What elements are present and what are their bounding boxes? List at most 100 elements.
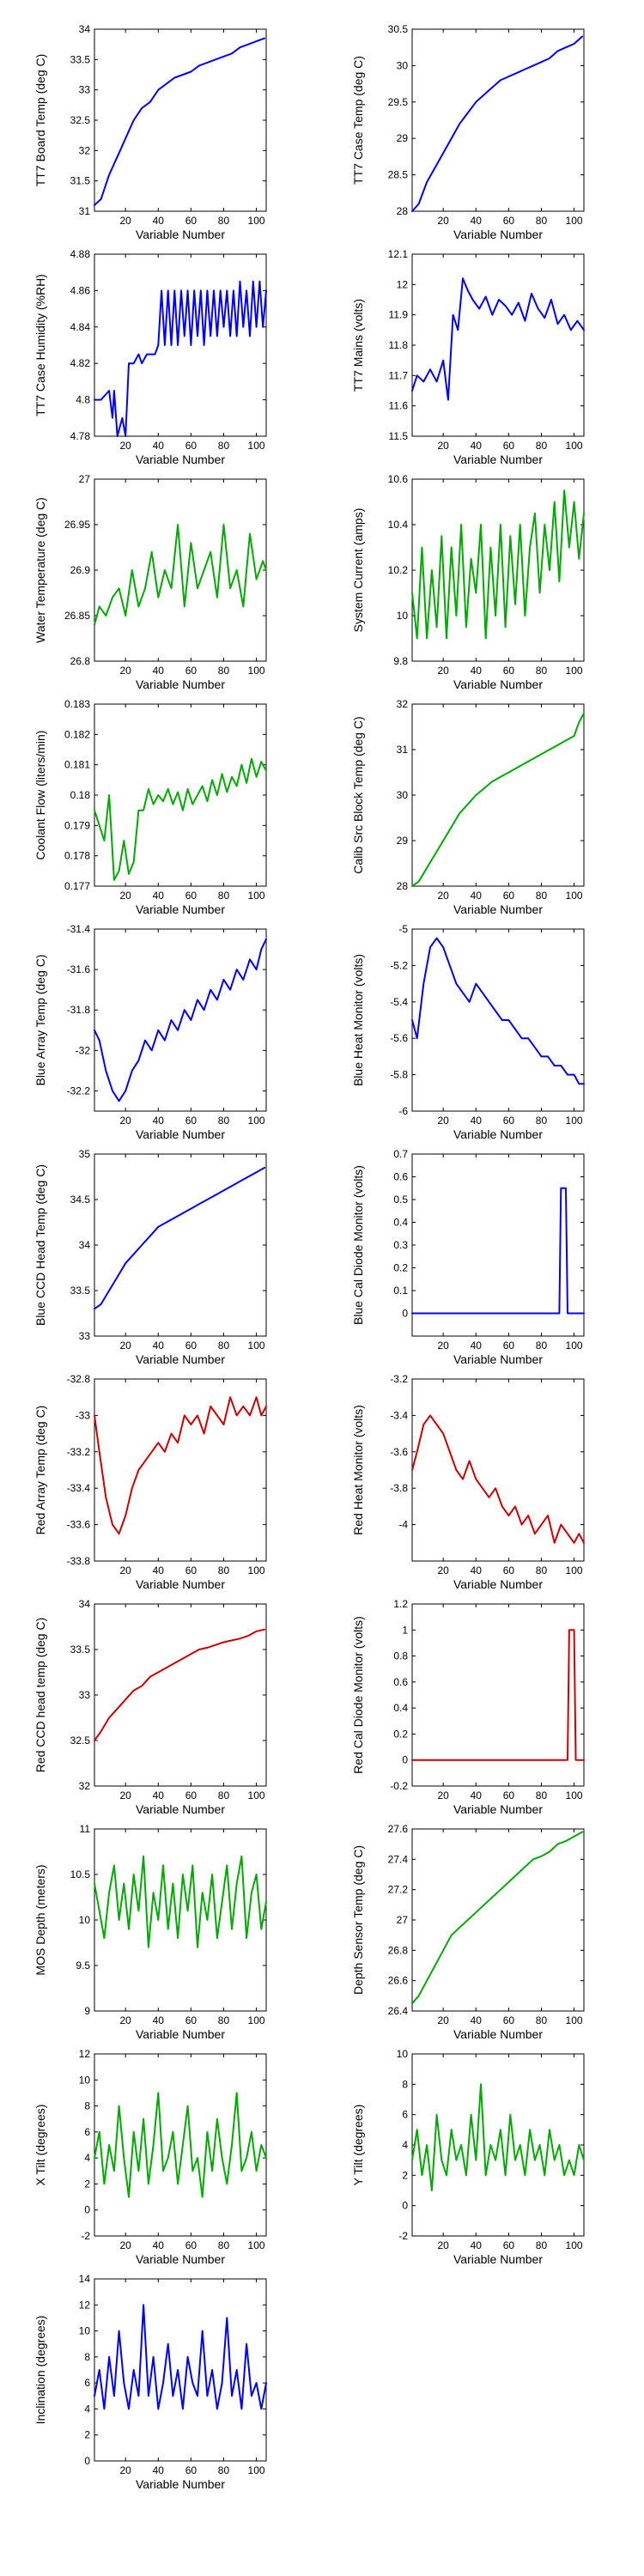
y-tick-label: 6	[84, 2126, 90, 2138]
y-axis-label: Coolant Flow (liters/min)	[33, 731, 47, 860]
chart-panel-19: 20 40 60 80 100 -2 0 2 4 6 8 10 12 Variable Number X T…	[0, 2033, 309, 2266]
chart-6: 20 40 60 80 100 9.8 10 10.2 10.4 10.6 Variable Num…	[351, 473, 585, 691]
x-tick-label: 100	[248, 2239, 265, 2251]
x-tick-label: 20	[438, 1564, 450, 1577]
x-tick-label: 20	[120, 2239, 132, 2251]
y-tick-label: 34	[79, 23, 91, 35]
y-tick-label: 32	[397, 698, 409, 710]
y-tick-label: 28	[397, 205, 409, 217]
chart-2: 20 40 60 80 100 28 28.5 29 29.5 30 30.5 Variable Nu…	[351, 23, 585, 241]
x-tick-label: 60	[503, 890, 515, 902]
x-tick-label: 60	[503, 2014, 515, 2026]
y-tick-label: 2	[402, 2169, 408, 2181]
y-tick-label: 4.78	[70, 430, 91, 442]
x-tick-label: 60	[185, 1115, 197, 1127]
y-axis-label: Blue Array Temp (deg C)	[33, 954, 47, 1085]
y-axis-label: MOS Depth (meters)	[33, 1864, 47, 1975]
series-line	[411, 1831, 584, 2005]
x-tick-label: 60	[503, 215, 515, 227]
x-tick-label: 100	[248, 1789, 265, 1801]
y-tick-label: -31.4	[67, 923, 91, 935]
y-axis-label: Inclination (degrees)	[33, 2316, 47, 2425]
y-tick-label: 33.5	[70, 1643, 91, 1656]
y-tick-label: 0	[402, 1754, 408, 1766]
series-line	[411, 1629, 585, 1761]
y-tick-label: 0.4	[393, 1217, 408, 1229]
y-tick-label: -32.8	[67, 1373, 91, 1385]
series-line	[94, 1628, 266, 1741]
y-tick-label: 11.9	[389, 309, 409, 321]
y-tick-label: -32.2	[67, 1084, 91, 1097]
y-tick-label: 4	[402, 2139, 408, 2151]
x-tick-label: 40	[153, 890, 165, 902]
y-tick-label: 4.82	[70, 357, 91, 369]
y-tick-label: 8	[402, 2078, 408, 2090]
x-tick-label: 60	[185, 2014, 197, 2026]
chart-panel-12: 20 40 60 80 100 0 0.1 0.2 0.3 0.4 0.5 0.6 0.7 Variabl…	[318, 1133, 627, 1366]
y-tick-label: -5.2	[390, 959, 408, 971]
y-tick-label: 10	[79, 2074, 91, 2086]
y-tick-label: -2	[81, 2230, 90, 2242]
y-axis-label: TT7 Mains (volts)	[351, 299, 365, 392]
y-axis-label: Blue Heat Monitor (volts)	[351, 954, 365, 1086]
x-tick-label: 40	[153, 1789, 165, 1801]
y-tick-label: 11.7	[389, 369, 409, 381]
y-tick-label: -6	[398, 1105, 408, 1117]
y-tick-label: 32.5	[70, 1735, 91, 1747]
x-tick-label: 100	[566, 2014, 583, 2026]
x-axis-label: Variable Number	[136, 228, 225, 241]
series-line	[94, 2092, 267, 2198]
y-axis-label: Red Array Temp (deg C)	[33, 1406, 47, 1535]
chart-8: 20 40 60 80 100 28 29 30 31 32 Variable Number Cali…	[351, 698, 585, 916]
y-tick-label: 27.2	[388, 1884, 409, 1896]
chart-panel-6: 20 40 60 80 100 9.8 10 10.2 10.4 10.6 Variable Num…	[318, 459, 627, 691]
y-tick-label: 35	[79, 1148, 91, 1160]
y-tick-label: -33.2	[67, 1446, 91, 1458]
x-tick-label: 40	[471, 2014, 483, 2026]
x-tick-label: 100	[566, 2239, 583, 2251]
chart-21: 20 40 60 80 100 0 2 4 6 8 10 12 14 Variable Number Inc…	[33, 2273, 267, 2491]
y-tick-label: 32.5	[70, 114, 91, 126]
x-tick-label: 60	[185, 2239, 197, 2251]
x-tick-label: 60	[185, 1564, 197, 1577]
x-tick-label: 40	[153, 215, 165, 227]
x-tick-label: 100	[566, 215, 583, 227]
x-tick-label: 60	[503, 1564, 515, 1577]
x-axis-label: Variable Number	[453, 1577, 543, 1591]
plot-frame	[94, 2053, 267, 2237]
x-axis-label: Variable Number	[453, 453, 543, 466]
series-line	[411, 712, 585, 887]
chart-panel-7: 20 40 60 80 100 0.177 0.178 0.179 0.18 0.181 0.182…	[0, 683, 309, 916]
x-tick-label: 40	[153, 1115, 165, 1127]
x-tick-label: 40	[471, 2239, 483, 2251]
x-axis-label: Variable Number	[136, 2477, 225, 2491]
y-tick-label: 2	[84, 2178, 90, 2190]
y-tick-label: 0.181	[64, 759, 90, 771]
x-tick-label: 100	[248, 440, 265, 452]
y-tick-label: 0.2	[393, 1728, 408, 1740]
y-tick-label: 9.8	[393, 655, 408, 667]
x-tick-label: 100	[248, 665, 265, 677]
y-tick-label: 11	[80, 1823, 91, 1835]
y-axis-label: TT7 Case Temp (deg C)	[351, 56, 365, 185]
series-line	[411, 489, 585, 640]
y-axis-label: Blue Cal Diode Monitor (volts)	[351, 1165, 365, 1325]
y-tick-label: 10	[79, 1914, 91, 1926]
x-axis-label: Variable Number	[136, 677, 225, 691]
y-tick-label: 26.4	[388, 2005, 409, 2017]
y-tick-label: -5	[398, 923, 408, 935]
x-tick-label: 80	[536, 1115, 548, 1127]
chart-18: 20 40 60 80 100 26.4 26.6 26.8 27 27.2 27.4 27.6 Var…	[351, 1823, 585, 2041]
y-tick-label: 0	[84, 2455, 90, 2467]
x-tick-label: 40	[471, 1789, 483, 1801]
y-tick-label: 4.88	[70, 248, 91, 260]
x-tick-label: 40	[153, 440, 165, 452]
x-tick-label: 60	[503, 1115, 515, 1127]
y-tick-label: 29.5	[388, 96, 409, 108]
y-tick-label: -0.2	[390, 1780, 408, 1792]
y-axis-label: Depth Sensor Temp (deg C)	[351, 1845, 365, 1995]
plot-frame	[94, 1378, 267, 1562]
series-line	[411, 35, 584, 212]
y-tick-label: 0.3	[393, 1239, 408, 1251]
y-axis-label: TT7 Case Humidity (%RH)	[33, 274, 47, 416]
